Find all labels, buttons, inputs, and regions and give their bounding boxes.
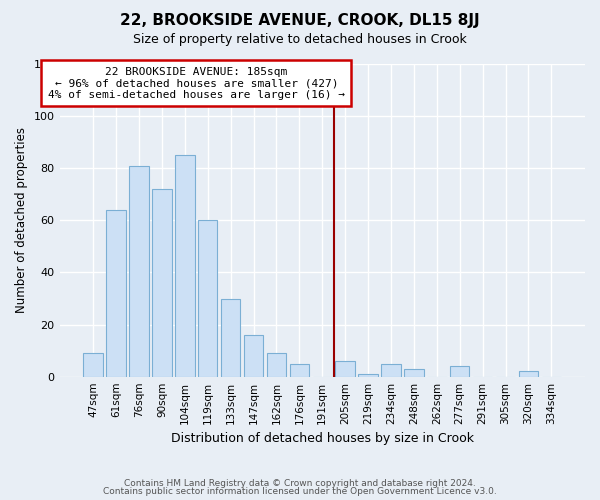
Bar [152,189,172,376]
Text: Contains public sector information licensed under the Open Government Licence v3: Contains public sector information licen… [103,487,497,496]
Text: Size of property relative to detached houses in Crook: Size of property relative to detached ho… [133,32,467,46]
Text: 22, BROOKSIDE AVENUE, CROOK, DL15 8JJ: 22, BROOKSIDE AVENUE, CROOK, DL15 8JJ [120,12,480,28]
Bar [381,364,401,376]
Y-axis label: Number of detached properties: Number of detached properties [15,128,28,314]
Bar [335,361,355,376]
Bar [404,369,424,376]
Text: Contains HM Land Registry data © Crown copyright and database right 2024.: Contains HM Land Registry data © Crown c… [124,478,476,488]
Bar [106,210,126,376]
Bar [221,298,241,376]
Bar [129,166,149,376]
Bar [267,353,286,376]
Bar [290,364,309,376]
Bar [244,335,263,376]
Bar [450,366,469,376]
Bar [198,220,217,376]
X-axis label: Distribution of detached houses by size in Crook: Distribution of detached houses by size … [171,432,474,445]
Bar [519,372,538,376]
Bar [175,155,194,376]
Bar [358,374,378,376]
Text: 22 BROOKSIDE AVENUE: 185sqm
← 96% of detached houses are smaller (427)
4% of sem: 22 BROOKSIDE AVENUE: 185sqm ← 96% of det… [48,66,345,100]
Bar [83,353,103,376]
